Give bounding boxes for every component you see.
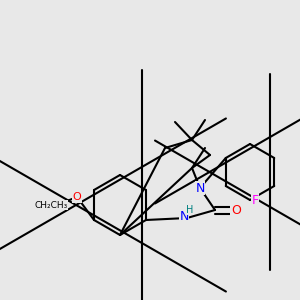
Text: H: H [186,205,194,215]
Text: F: F [251,194,259,206]
Text: CH₂CH₃: CH₂CH₃ [34,200,68,209]
Text: O: O [231,203,241,217]
Text: N: N [179,209,189,223]
Text: O: O [73,192,81,202]
Text: N: N [195,182,205,194]
